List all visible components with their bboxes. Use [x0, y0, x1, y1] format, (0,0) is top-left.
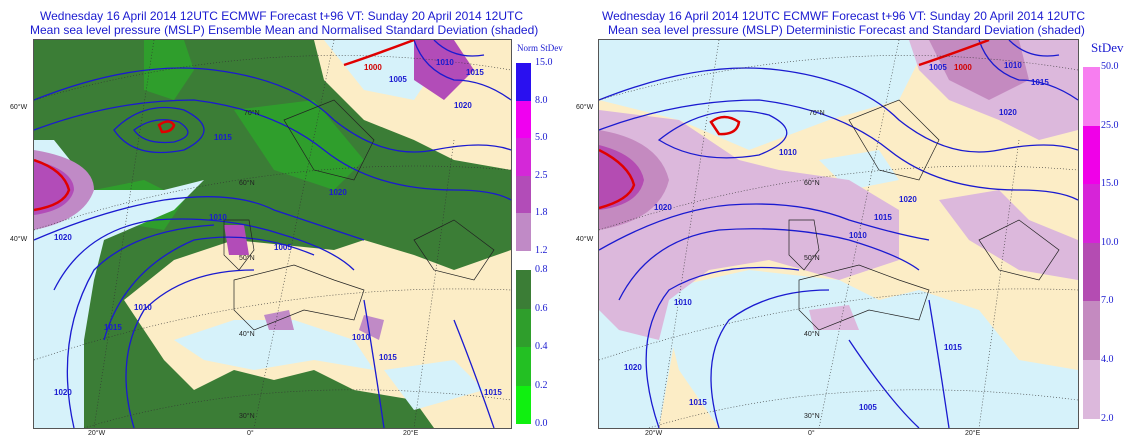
legend-tick-label: 0.6: [535, 302, 548, 314]
left-title-line2: Mean sea level pressure (MSLP) Ensemble …: [30, 23, 539, 37]
right-legend-title: StDev: [1091, 40, 1124, 55]
isobar-label: 1000: [954, 63, 972, 72]
isobar-label: 1010: [352, 333, 370, 342]
legend-band: [1083, 242, 1100, 302]
isobar-label: 1010: [1004, 61, 1022, 70]
legend-band: [516, 385, 531, 425]
side-label: 60°W: [10, 104, 28, 111]
isobar-label: 1010: [849, 231, 867, 240]
isobar-label: 1015: [104, 323, 122, 332]
isobar-label: 1020: [624, 363, 642, 372]
isobar-label: 1010: [436, 58, 454, 67]
side-label: 40°W: [10, 236, 28, 243]
isobar-label: 1015: [874, 213, 892, 222]
legend-tick-label: 4.0: [1101, 354, 1114, 365]
legend-tick-label: 50.0: [1101, 61, 1119, 72]
lat-label: 50°N: [804, 254, 820, 262]
isobar-label: 1010: [209, 213, 227, 222]
legend-tick-label: 0.2: [535, 379, 548, 391]
legend-band: [516, 308, 531, 348]
legend-tick-label: 2.5: [535, 169, 548, 181]
isobar-label: 1005: [389, 75, 407, 84]
isobar-label: 1020: [654, 203, 672, 212]
legend-tick-label: 15.0: [535, 57, 553, 68]
left-map[interactable]: 1000 1005 1010 1015 1020 1020 1010 1005 …: [33, 39, 512, 429]
isobar-label: 1020: [54, 233, 72, 242]
legend-tick-label: 5.0: [535, 132, 548, 144]
lon-label: 20°E: [403, 430, 419, 437]
isobar-label: 1015: [379, 353, 397, 362]
isobar-label: 1020: [329, 188, 347, 197]
isobar-label: 1015: [466, 68, 484, 77]
right-map-canvas: 1005 1000 1010 1015 1020 1010 1020 1020 …: [599, 40, 1078, 428]
legend-band: [516, 270, 531, 309]
legend-tick-label: 2.0: [1101, 412, 1114, 424]
isobar-label: 1020: [999, 108, 1017, 117]
legend-band: [516, 100, 531, 139]
lon-label: 20°E: [965, 430, 981, 437]
legend-tick-label: 0.8: [535, 264, 548, 275]
lon-label: 0°: [808, 430, 815, 437]
isobar-label: 1020: [54, 388, 72, 397]
lat-label: 70°N: [244, 109, 260, 117]
lon-label: 20°W: [645, 430, 663, 437]
isobar-label: 1010: [134, 303, 152, 312]
legend-tick-label: 8.0: [535, 94, 548, 106]
legend-tick-label: 7.0: [1101, 295, 1114, 307]
lon-label: 20°W: [88, 430, 106, 437]
lat-label: 30°N: [804, 412, 820, 420]
right-title-line2: Mean sea level pressure (MSLP) Determini…: [608, 23, 1085, 37]
isobar-label: 1010: [779, 148, 797, 157]
right-title-line1: Wednesday 16 April 2014 12UTC ECMWF Fore…: [602, 9, 1086, 23]
legend-tick-label: 0.4: [535, 341, 548, 353]
legend-tick-label: 1.8: [535, 207, 548, 219]
lat-label: 50°N: [239, 254, 255, 262]
isobar-label: 1015: [1031, 78, 1049, 87]
legend-band: [516, 175, 531, 214]
legend-band: [516, 347, 531, 386]
isobar-label: 1015: [214, 133, 232, 142]
lat-label: 60°N: [804, 179, 820, 187]
legend-band: [1083, 67, 1100, 126]
lat-label: 30°N: [239, 412, 255, 420]
legend-tick-label: 1.2: [535, 245, 548, 256]
legend-band: [516, 213, 531, 251]
legend-tick-label: 25.0: [1101, 119, 1119, 131]
left-map-canvas: 1000 1005 1010 1015 1020 1020 1010 1005 …: [34, 40, 511, 428]
legend-tick-label: 0.0: [535, 418, 548, 430]
legend-tick-label: 15.0: [1101, 178, 1119, 190]
isobar-label: 1020: [899, 195, 917, 204]
isobar-label: 1000: [364, 63, 382, 72]
lat-label: 40°N: [239, 330, 255, 338]
isobar-label: 1015: [484, 388, 502, 397]
legend-band: [1083, 125, 1100, 185]
side-label: 40°W: [576, 236, 594, 243]
legend-band: [1083, 184, 1100, 243]
legend-band: [1083, 301, 1100, 360]
right-map[interactable]: 1005 1000 1010 1015 1020 1010 1020 1020 …: [598, 39, 1079, 429]
legend-tick-label: 10.0: [1101, 236, 1119, 248]
legend-band: [1083, 360, 1100, 419]
lat-label: 40°N: [804, 330, 820, 338]
isobar-label: 1005: [859, 403, 877, 412]
left-legend-title: Norm StDev: [517, 43, 563, 53]
isobar-label: 1010: [674, 298, 692, 307]
isobar-label: 1005: [274, 243, 292, 252]
lat-label: 60°N: [239, 179, 255, 187]
isobar-label: 1015: [689, 398, 707, 407]
side-label: 60°W: [576, 104, 594, 111]
lon-label: 0°: [247, 430, 254, 437]
isobar-label: 1015: [944, 343, 962, 352]
legend-band: [516, 138, 531, 176]
lat-label: 70°N: [809, 109, 825, 117]
isobar-label: 1020: [454, 101, 472, 110]
isobar-label: 1005: [929, 63, 947, 72]
legend-band: [516, 63, 531, 101]
left-title-line1: Wednesday 16 April 2014 12UTC ECMWF Fore…: [40, 9, 524, 23]
